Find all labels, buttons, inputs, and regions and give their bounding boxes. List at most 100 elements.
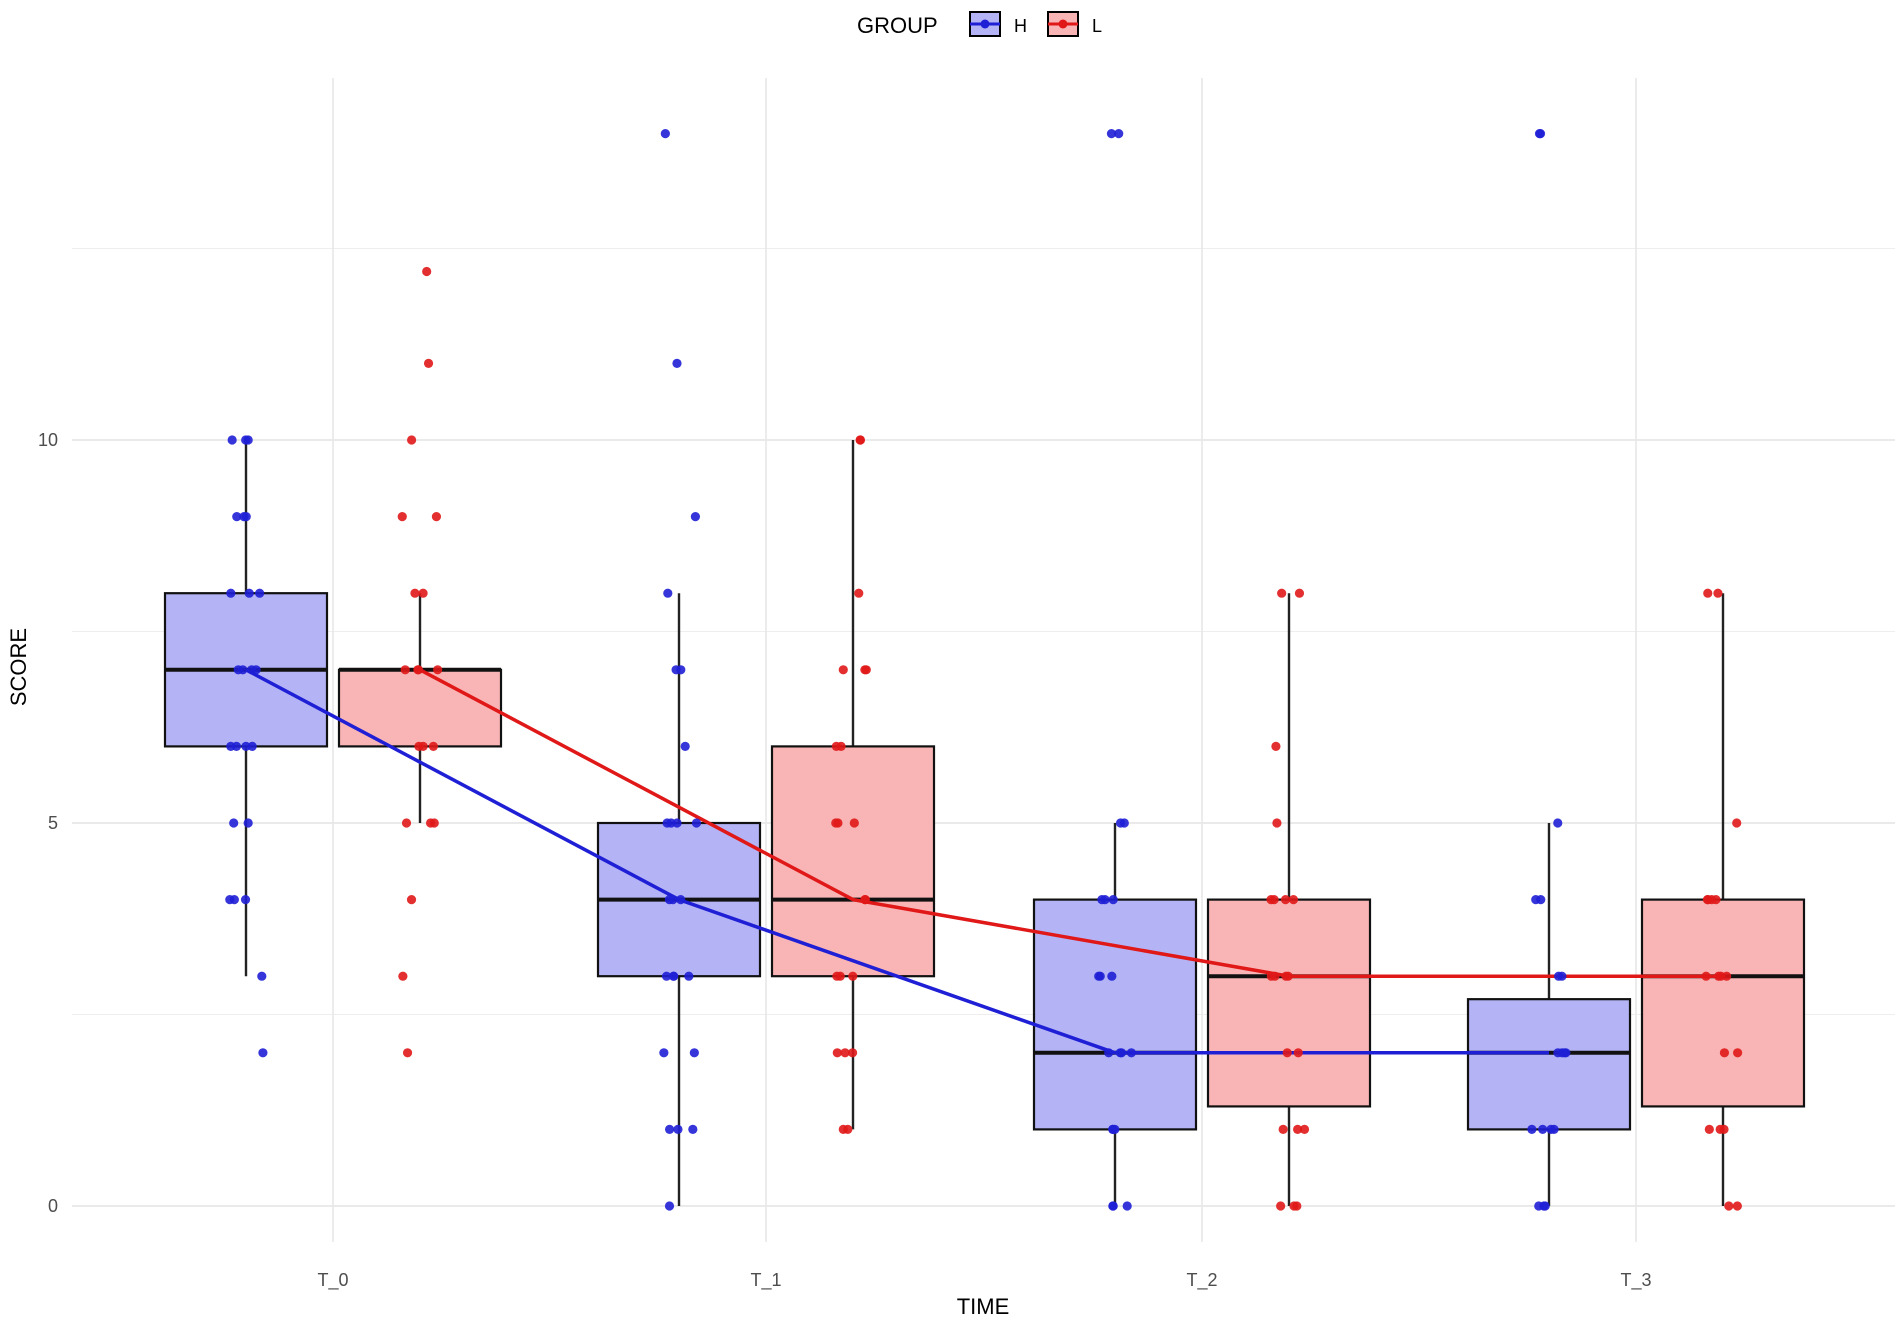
- data-point-l: [418, 588, 428, 598]
- data-point-l: [849, 818, 859, 828]
- data-point-l: [402, 1048, 413, 1058]
- data-point-l: [840, 1048, 850, 1058]
- data-point-h: [1534, 129, 1545, 139]
- data-point-l: [423, 358, 434, 368]
- data-point-h: [258, 1048, 268, 1058]
- y-tick-label: 0: [48, 1196, 58, 1216]
- data-point-h: [1557, 971, 1567, 981]
- data-point-l: [1276, 1201, 1286, 1211]
- data-point-h: [688, 1124, 698, 1134]
- data-point-h: [243, 435, 253, 445]
- data-point-l: [1269, 895, 1279, 905]
- data-point-h: [676, 895, 686, 905]
- data-point-l: [838, 1124, 848, 1134]
- data-point-h: [668, 895, 678, 905]
- data-point-h: [672, 818, 682, 828]
- data-point-l: [400, 665, 410, 675]
- legend-key-h-point: [980, 19, 990, 29]
- x-tick-label: T_0: [317, 1270, 348, 1291]
- data-point-h: [227, 435, 237, 445]
- x-tick-label: T_2: [1186, 1270, 1217, 1291]
- data-point-h: [1108, 1201, 1118, 1211]
- data-point-l: [1701, 971, 1711, 981]
- data-point-l: [407, 435, 417, 445]
- data-point-l: [832, 1048, 842, 1058]
- box-l-t_0: [337, 668, 503, 748]
- data-point-l: [1288, 895, 1299, 905]
- legend-key-h: [969, 11, 1001, 37]
- data-point-l: [1278, 1124, 1288, 1134]
- data-point-h: [241, 511, 251, 522]
- data-point-h: [1115, 818, 1126, 828]
- data-point-h: [1534, 1201, 1544, 1211]
- axes: 0 5 10 T_0 T_1 T_2 T_3: [38, 430, 1652, 1291]
- data-point-l: [1289, 1201, 1299, 1211]
- data-point-h: [669, 971, 679, 981]
- data-point-h: [1536, 895, 1546, 905]
- box-h-t_3: [1466, 998, 1632, 1131]
- data-point-h: [662, 818, 672, 828]
- data-point-h: [231, 741, 242, 752]
- data-point-l: [1294, 588, 1305, 598]
- data-point-l: [1719, 1048, 1730, 1058]
- data-point-h: [1115, 1048, 1125, 1058]
- legend-label-h: H: [1014, 16, 1027, 36]
- data-point-h: [661, 971, 672, 981]
- data-points: [225, 129, 1743, 1211]
- data-point-l: [398, 971, 408, 981]
- data-point-h: [240, 895, 251, 905]
- median-lines: [245, 668, 1723, 1055]
- data-point-h: [1546, 1124, 1556, 1134]
- data-point-l: [1732, 818, 1742, 828]
- data-point-h: [1104, 1048, 1114, 1058]
- legend: GROUP H L: [857, 11, 1102, 38]
- data-point-l: [410, 588, 420, 598]
- data-point-l: [1703, 588, 1713, 598]
- data-point-h: [684, 971, 694, 981]
- box-l-t_3: [1640, 898, 1806, 1108]
- x-tick-label: T_3: [1620, 1270, 1651, 1291]
- data-point-h: [1527, 1124, 1537, 1134]
- data-point-l: [854, 588, 864, 598]
- data-point-h: [226, 588, 236, 598]
- data-point-h: [1106, 129, 1117, 139]
- data-point-l: [855, 435, 865, 445]
- median-line-l: [419, 668, 1723, 978]
- data-point-h: [1540, 1201, 1550, 1211]
- data-point-h: [663, 588, 673, 598]
- data-point-l: [431, 511, 442, 522]
- data-point-l: [433, 665, 443, 675]
- data-point-h: [664, 1124, 675, 1134]
- data-point-h: [676, 665, 686, 675]
- data-point-l: [1266, 971, 1276, 981]
- data-point-h: [1108, 895, 1118, 905]
- data-point-l: [1733, 1048, 1743, 1058]
- data-point-l: [406, 895, 417, 905]
- data-point-l: [428, 741, 439, 752]
- boxes: [163, 440, 1806, 1206]
- data-point-h: [247, 665, 257, 675]
- data-point-h: [1108, 1124, 1118, 1134]
- data-point-l: [1299, 1124, 1310, 1134]
- data-point-l: [1732, 1201, 1742, 1211]
- data-point-h: [659, 1048, 669, 1058]
- data-point-l: [847, 1048, 858, 1058]
- data-point-l: [838, 665, 848, 675]
- data-point-l: [401, 818, 412, 828]
- data-point-h: [1107, 971, 1117, 981]
- data-point-l: [422, 266, 432, 277]
- y-axis-title: SCORE: [6, 628, 31, 706]
- data-point-h: [672, 358, 682, 368]
- data-point-l: [1715, 1124, 1725, 1134]
- data-point-l: [1277, 588, 1287, 598]
- data-point-h: [1553, 818, 1563, 828]
- data-point-l: [413, 665, 424, 675]
- x-tick-label: T_1: [750, 1270, 781, 1291]
- data-point-l: [397, 511, 407, 522]
- data-point-l: [429, 818, 439, 828]
- data-point-l: [1282, 1048, 1292, 1058]
- legend-label-l: L: [1092, 16, 1102, 36]
- legend-title: GROUP: [857, 13, 938, 38]
- data-point-l: [1281, 971, 1291, 981]
